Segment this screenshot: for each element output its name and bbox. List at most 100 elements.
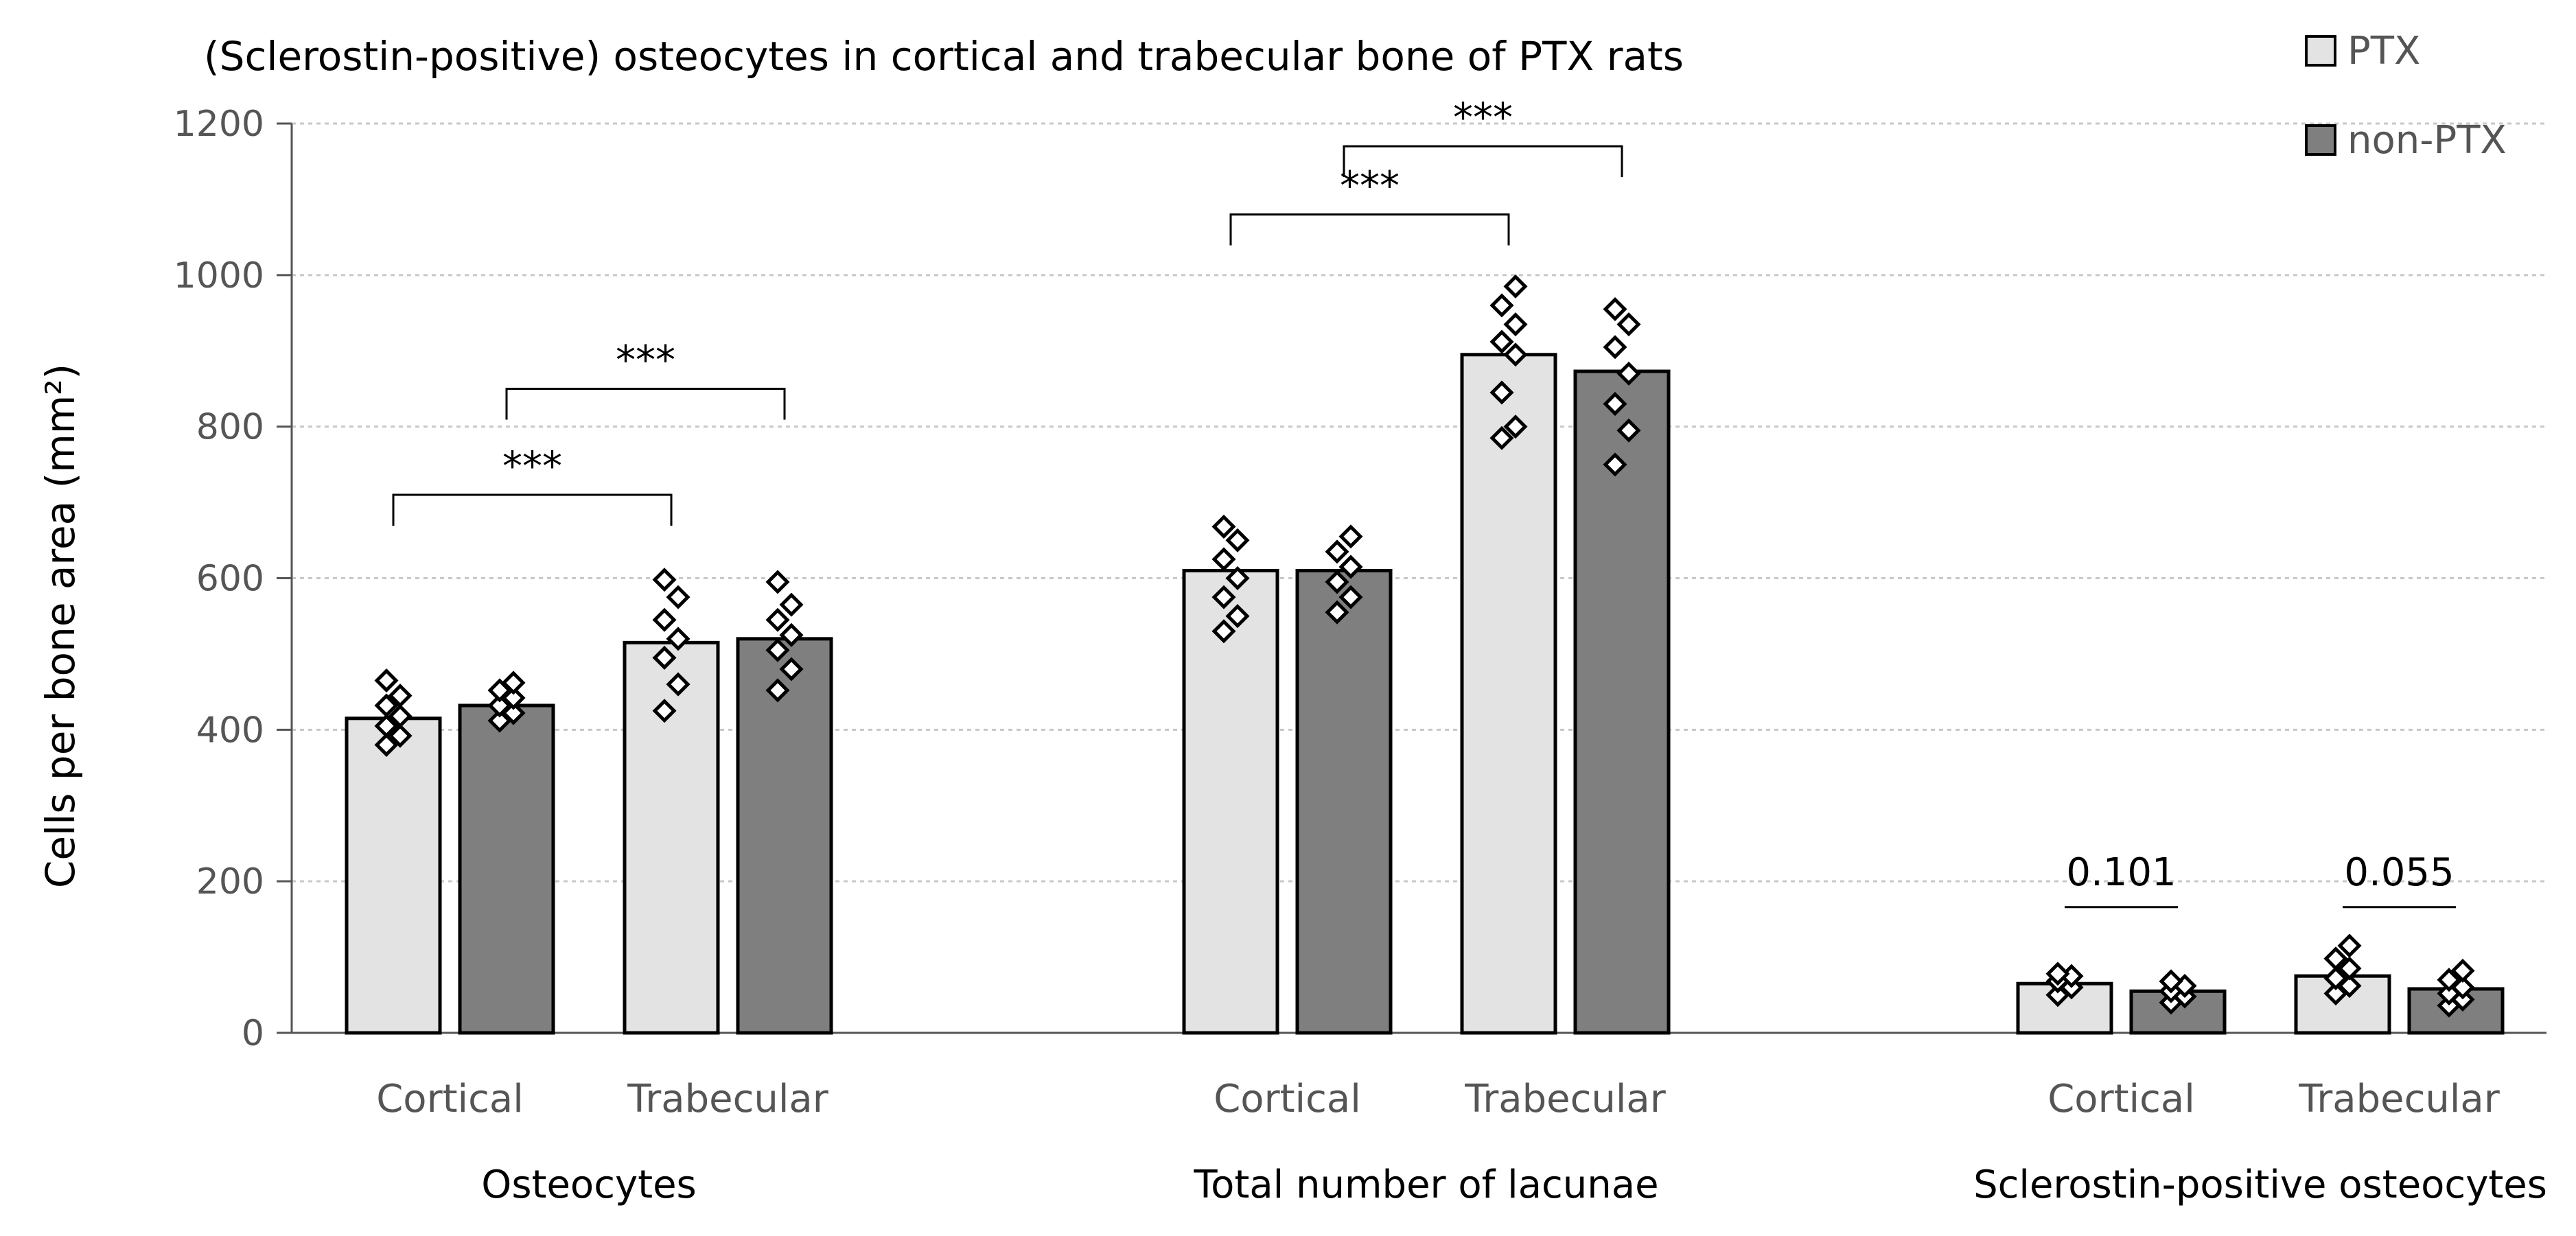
significance-label: *** bbox=[616, 336, 675, 383]
data-point bbox=[1325, 600, 1349, 625]
data-point bbox=[1503, 274, 1528, 299]
data-point bbox=[1616, 361, 1641, 386]
y-axis-label: Cells per bone area (mm²) bbox=[37, 364, 84, 888]
data-point bbox=[1489, 380, 1514, 405]
y-tick-label: 1000 bbox=[174, 255, 264, 296]
bar-ptx bbox=[1460, 353, 1557, 1035]
data-point bbox=[1603, 452, 1627, 477]
data-point bbox=[1489, 425, 1514, 450]
data-point bbox=[374, 693, 399, 718]
bar-non-ptx bbox=[458, 703, 555, 1035]
data-point bbox=[1211, 619, 1236, 644]
data-point bbox=[652, 699, 677, 723]
data-point bbox=[374, 668, 399, 693]
y-tick-label: 1200 bbox=[174, 104, 264, 145]
data-point bbox=[1503, 312, 1528, 337]
data-point bbox=[779, 657, 804, 681]
data-point bbox=[1225, 604, 1250, 629]
data-point bbox=[1338, 585, 1363, 609]
y-tick-label: 200 bbox=[196, 861, 264, 902]
y-tick-label: 0 bbox=[242, 1013, 264, 1054]
data-point bbox=[666, 585, 691, 609]
data-point bbox=[1325, 570, 1349, 594]
data-point bbox=[2045, 961, 2070, 986]
data-point bbox=[388, 723, 413, 748]
bar-non-ptx bbox=[1295, 568, 1393, 1035]
data-point bbox=[1489, 329, 1514, 354]
data-point bbox=[1211, 585, 1236, 609]
significance-annotations: *** *** *** *** 0.101 0.055 bbox=[392, 94, 2456, 909]
data-point bbox=[1603, 296, 1627, 322]
data-point bbox=[1603, 392, 1627, 417]
legend-swatch-ptx bbox=[2305, 35, 2336, 67]
data-point bbox=[1211, 514, 1236, 539]
data-point bbox=[765, 678, 790, 703]
data-point bbox=[765, 570, 790, 594]
gridlines bbox=[292, 122, 2546, 883]
data-point bbox=[1616, 312, 1641, 337]
category-label: Trabecular bbox=[2298, 1077, 2500, 1121]
chart-title: (Sclerostin-positive) osteocytes in cort… bbox=[204, 33, 1684, 80]
data-point bbox=[2323, 966, 2348, 991]
data-point bbox=[1225, 528, 1250, 552]
y-tick-label: 800 bbox=[196, 407, 264, 448]
data-point bbox=[652, 645, 677, 670]
data-point bbox=[388, 703, 413, 728]
category-label: Trabecular bbox=[1464, 1077, 1666, 1121]
data-point bbox=[779, 622, 804, 647]
y-tick-label: 600 bbox=[196, 559, 264, 600]
significance-label: *** bbox=[502, 443, 562, 489]
significance-label: 0.055 bbox=[2344, 850, 2454, 895]
data-point bbox=[501, 671, 526, 695]
category-labels: Cortical Trabecular Osteocytes Cortical Trab… bbox=[376, 1077, 2547, 1207]
bars bbox=[345, 353, 2505, 1035]
data-point bbox=[765, 607, 790, 632]
data-points bbox=[374, 274, 2475, 1018]
data-point bbox=[652, 568, 677, 592]
significance-bracket bbox=[1343, 145, 1623, 178]
data-point bbox=[1616, 418, 1641, 443]
significance-label: *** bbox=[1453, 94, 1513, 141]
group-label: Total number of lacunae bbox=[1193, 1163, 1658, 1207]
data-point bbox=[1338, 524, 1363, 549]
category-label: Cortical bbox=[1214, 1077, 1361, 1121]
data-point bbox=[374, 732, 399, 757]
data-point bbox=[2437, 968, 2461, 992]
data-point bbox=[1489, 293, 1514, 318]
data-point bbox=[1225, 565, 1250, 591]
data-point bbox=[1503, 415, 1528, 439]
data-point bbox=[374, 714, 399, 738]
data-point bbox=[666, 627, 691, 651]
category-label: Cortical bbox=[2047, 1077, 2195, 1121]
bar-ptx bbox=[345, 716, 442, 1035]
data-point bbox=[779, 592, 804, 617]
data-point bbox=[1503, 342, 1528, 367]
data-point bbox=[2159, 969, 2183, 994]
bar-ptx bbox=[623, 640, 720, 1035]
legend-swatch-non-ptx bbox=[2305, 124, 2336, 156]
data-point bbox=[1603, 335, 1627, 360]
data-point bbox=[765, 638, 790, 662]
axes: 0 200 400 600 800 1000 1200 bbox=[174, 104, 2546, 1054]
legend-label: PTX bbox=[2347, 29, 2420, 73]
bar-non-ptx bbox=[1573, 369, 1671, 1035]
category-label: Cortical bbox=[376, 1077, 524, 1121]
significance-bracket bbox=[392, 493, 673, 526]
data-point bbox=[2337, 956, 2362, 981]
legend-label: non-PTX bbox=[2347, 118, 2507, 163]
data-point bbox=[1338, 555, 1363, 579]
data-point bbox=[1211, 547, 1236, 572]
data-point bbox=[652, 607, 677, 632]
significance-bracket bbox=[505, 387, 786, 420]
group-label: Osteocytes bbox=[481, 1163, 696, 1207]
data-point bbox=[2450, 958, 2475, 983]
group-label: Sclerostin-positive osteocytes bbox=[1973, 1163, 2547, 1207]
data-point bbox=[666, 672, 691, 697]
y-tick-label: 400 bbox=[196, 710, 264, 751]
category-label: Trabecular bbox=[627, 1077, 828, 1121]
bar-ptx bbox=[1182, 568, 1279, 1035]
significance-label: 0.101 bbox=[2066, 850, 2176, 895]
data-point bbox=[2323, 946, 2348, 971]
data-point bbox=[2337, 933, 2362, 958]
